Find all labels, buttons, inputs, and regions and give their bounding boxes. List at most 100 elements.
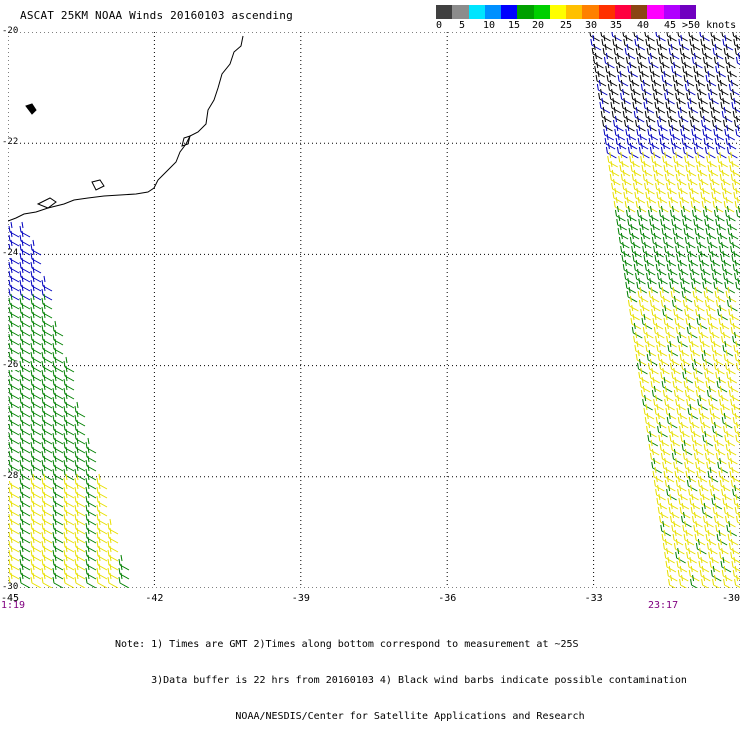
- wind-barb: [41, 455, 53, 472]
- wind-map-canvas: [8, 32, 740, 588]
- footnotes: Note: 1) Times are GMT 2)Times along bot…: [115, 615, 687, 735]
- wind-barb: [634, 187, 646, 204]
- wind-barb: [692, 133, 704, 150]
- wind-barb: [703, 439, 715, 456]
- wind-barb: [613, 43, 625, 60]
- wind-barb: [19, 410, 31, 427]
- coastline-lagoon: [36, 135, 191, 209]
- wind-barb: [695, 232, 707, 249]
- wind-barb: [679, 574, 687, 588]
- wind-barb: [675, 322, 687, 339]
- wind-barb: [731, 556, 740, 572]
- wind-barb: [626, 286, 638, 303]
- wind-barb: [730, 547, 740, 564]
- wind-barb: [655, 259, 667, 276]
- wind-barb: [590, 34, 602, 51]
- wind-barb: [716, 529, 728, 546]
- wind-barb: [693, 214, 705, 231]
- legend-label: 0: [436, 20, 443, 31]
- wind-barb: [632, 250, 644, 267]
- wind-barb: [702, 430, 714, 447]
- wind-barb: [19, 401, 31, 418]
- wind-barb: [629, 304, 640, 321]
- wind-barb: [684, 304, 695, 321]
- wind-barb: [602, 43, 614, 60]
- wind-barb: [660, 214, 672, 231]
- wind-barb: [629, 79, 641, 96]
- wind-barb: [708, 322, 720, 339]
- wind-barb: [717, 232, 729, 249]
- wind-barb: [41, 527, 53, 544]
- wind-barb: [96, 491, 108, 508]
- wind-barb: [19, 329, 31, 346]
- wind-barb: [640, 304, 651, 321]
- wind-barb: [720, 403, 732, 420]
- wind-barb: [657, 349, 669, 366]
- wind-barb: [705, 70, 717, 87]
- wind-barb: [643, 250, 655, 267]
- wind-speed-legend-labels: 0 5 10 15 20 25 30 35 40 45 >50 knots: [432, 20, 740, 32]
- wind-barb: [680, 52, 692, 69]
- wind-barb: [623, 187, 635, 204]
- wind-barb: [41, 365, 53, 382]
- wind-barb: [63, 464, 75, 481]
- wind-barb: [697, 322, 709, 339]
- wind-barb: [633, 106, 645, 123]
- wind-barb: [684, 79, 696, 96]
- wind-barb: [671, 61, 682, 78]
- wind-barb: [614, 52, 626, 69]
- wind-barb: [692, 439, 704, 456]
- wind-barb: [687, 403, 699, 420]
- wind-barb: [734, 196, 740, 210]
- wind-barb: [719, 394, 730, 411]
- wind-barb: [607, 79, 619, 96]
- wind-barb: [712, 574, 720, 588]
- wind-barb: [678, 493, 690, 510]
- wind-barb: [734, 43, 740, 57]
- wind-barb: [594, 61, 605, 78]
- lon-label: -45: [1, 593, 20, 604]
- wind-barb: [85, 500, 97, 517]
- wind-barb: [665, 403, 677, 420]
- wind-barb: [679, 421, 690, 438]
- wind-barb: [721, 484, 732, 501]
- wind-barb: [30, 518, 42, 535]
- wind-barb: [8, 221, 20, 238]
- wind-barb: [721, 106, 733, 123]
- wind-barb: [661, 223, 673, 240]
- wind-barb: [52, 338, 64, 355]
- wind-barb: [710, 565, 722, 582]
- wind-barb: [686, 322, 698, 339]
- wind-barb: [643, 97, 655, 114]
- wind-barb: [8, 401, 20, 418]
- wind-barb: [63, 554, 75, 571]
- wind-barb: [609, 88, 620, 105]
- wind-barb: [678, 34, 690, 51]
- wind-barb: [687, 97, 699, 114]
- wind-barb: [19, 311, 31, 328]
- wind-barb: [710, 412, 722, 429]
- wind-barb: [63, 518, 75, 535]
- wind-barb: [19, 293, 31, 310]
- wind-barb: [723, 421, 734, 438]
- wind-barb: [691, 358, 703, 375]
- wind-barb: [701, 574, 709, 588]
- wind-barb: [650, 70, 662, 87]
- legend-label: 20: [532, 20, 545, 31]
- wind-barb: [706, 538, 718, 555]
- wind-barb: [662, 457, 673, 474]
- wind-barb: [651, 79, 663, 96]
- wind-barb: [63, 437, 75, 454]
- wind-barb: [96, 473, 108, 490]
- wind-barb: [619, 160, 631, 177]
- wind-barb: [96, 536, 108, 553]
- wind-barb: [96, 563, 108, 580]
- wind-barb: [735, 358, 740, 371]
- lat-label: -28: [1, 470, 20, 481]
- wind-barb: [664, 88, 675, 105]
- wind-barb: [613, 196, 625, 213]
- wind-barb: [74, 446, 86, 463]
- wind-barb: [662, 151, 673, 168]
- wind-barb: [41, 320, 53, 337]
- wind-barb: [682, 214, 694, 231]
